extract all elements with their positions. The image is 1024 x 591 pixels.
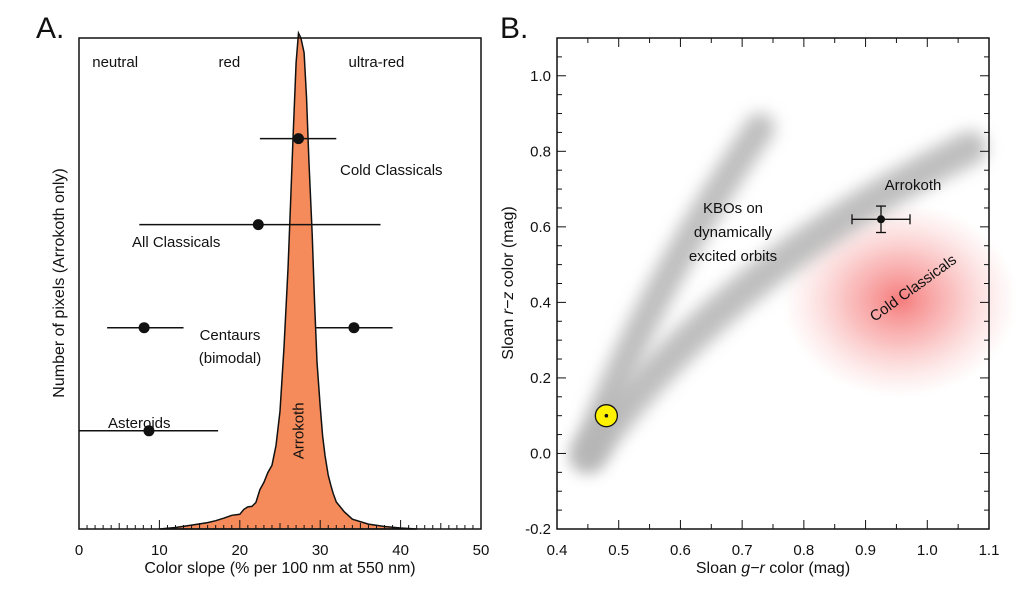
x-tick-label: 1.1 (979, 542, 1000, 559)
data-point (138, 322, 150, 334)
population-point (259, 133, 337, 145)
x-tick-label: 30 (312, 542, 329, 559)
x-tick-label: 0.4 (547, 542, 568, 559)
population-point (316, 322, 393, 334)
kbo-label-line1: KBOs on (703, 200, 763, 217)
x-tick-label: 40 (392, 542, 409, 559)
y-tick-label: -0.2 (525, 521, 551, 538)
panel-a-x-axis-label: Color slope (% per 100 nm at 550 nm) (144, 560, 415, 577)
region-label-neutral: neutral (92, 54, 138, 71)
panel-b-regions (571, 113, 1018, 472)
population-point (139, 219, 381, 231)
x-tick-label: 20 (231, 542, 248, 559)
y-tick-label: 0.2 (530, 370, 551, 387)
sun-symbol (594, 404, 619, 428)
population-points (79, 133, 393, 437)
cold-classicals-region (782, 202, 1018, 398)
x-tick-label: 50 (473, 542, 490, 559)
label-asteroids: Asteroids (108, 415, 171, 432)
panel-a-label: A. (36, 12, 64, 45)
y-tick-label: 0.8 (530, 143, 551, 160)
panel-b-y-axis-label: Sloan r−z color (mag) (500, 206, 517, 359)
panel-b: B. KBOs on dynamically excited orbits Co… (500, 12, 1018, 577)
y-tick-label: 0.4 (530, 294, 551, 311)
kbo-label-line3: excited orbits (689, 248, 777, 265)
x-tick-label: 0.9 (855, 542, 876, 559)
population-point (79, 425, 219, 437)
label-centaurs-bimodal: (bimodal) (199, 350, 262, 367)
x-tick-label: 0.7 (732, 542, 753, 559)
x-tick-label: 0 (75, 542, 83, 559)
arrokoth-histogram-label: Arrokoth (290, 402, 307, 459)
panel-a-x-ticks: 0 10 20 30 40 50 (75, 520, 490, 559)
panel-b-label: B. (500, 12, 528, 45)
panel-b-points (594, 205, 911, 428)
region-label-ultra-red: ultra-red (349, 54, 405, 71)
data-point (292, 133, 304, 145)
data-point (348, 322, 360, 334)
data-point (252, 219, 264, 231)
label-centaurs: Centaurs (200, 327, 261, 344)
x-tick-label: 0.5 (608, 542, 629, 559)
arrokoth-histogram (159, 30, 417, 530)
kbo-label-line2: dynamically (694, 224, 773, 241)
arrokoth-label: Arrokoth (885, 177, 942, 194)
arrokoth-point (851, 205, 911, 234)
label-all-classicals: All Classicals (132, 234, 220, 251)
x-tick-label: 1.0 (917, 542, 938, 559)
panel-b-x-axis-label: Sloan g−r color (mag) (696, 560, 850, 577)
population-point (107, 322, 184, 334)
label-cold-classicals: Cold Classicals (340, 162, 443, 179)
sun-center-dot (604, 413, 609, 418)
panel-a-y-axis-label: Number of pixels (Arrokoth only) (51, 168, 68, 397)
y-tick-label: 0.6 (530, 219, 551, 236)
x-tick-label: 0.8 (793, 542, 814, 559)
y-tick-label: 0.0 (530, 445, 551, 462)
x-tick-label: 0.6 (670, 542, 691, 559)
x-tick-label: 10 (151, 542, 168, 559)
data-point (143, 425, 155, 437)
panel-a: A. neutral red ultra-red Arrokoth Cold C… (36, 12, 489, 577)
data-point (877, 215, 885, 224)
panel-b-ticks: 0.4 0.5 0.6 0.7 0.8 0.9 1.0 1.1 -0.2 0.0 0.2 0.4 0.6… (525, 37, 1000, 559)
region-label-red: red (219, 54, 241, 71)
y-tick-label: 1.0 (530, 68, 551, 85)
